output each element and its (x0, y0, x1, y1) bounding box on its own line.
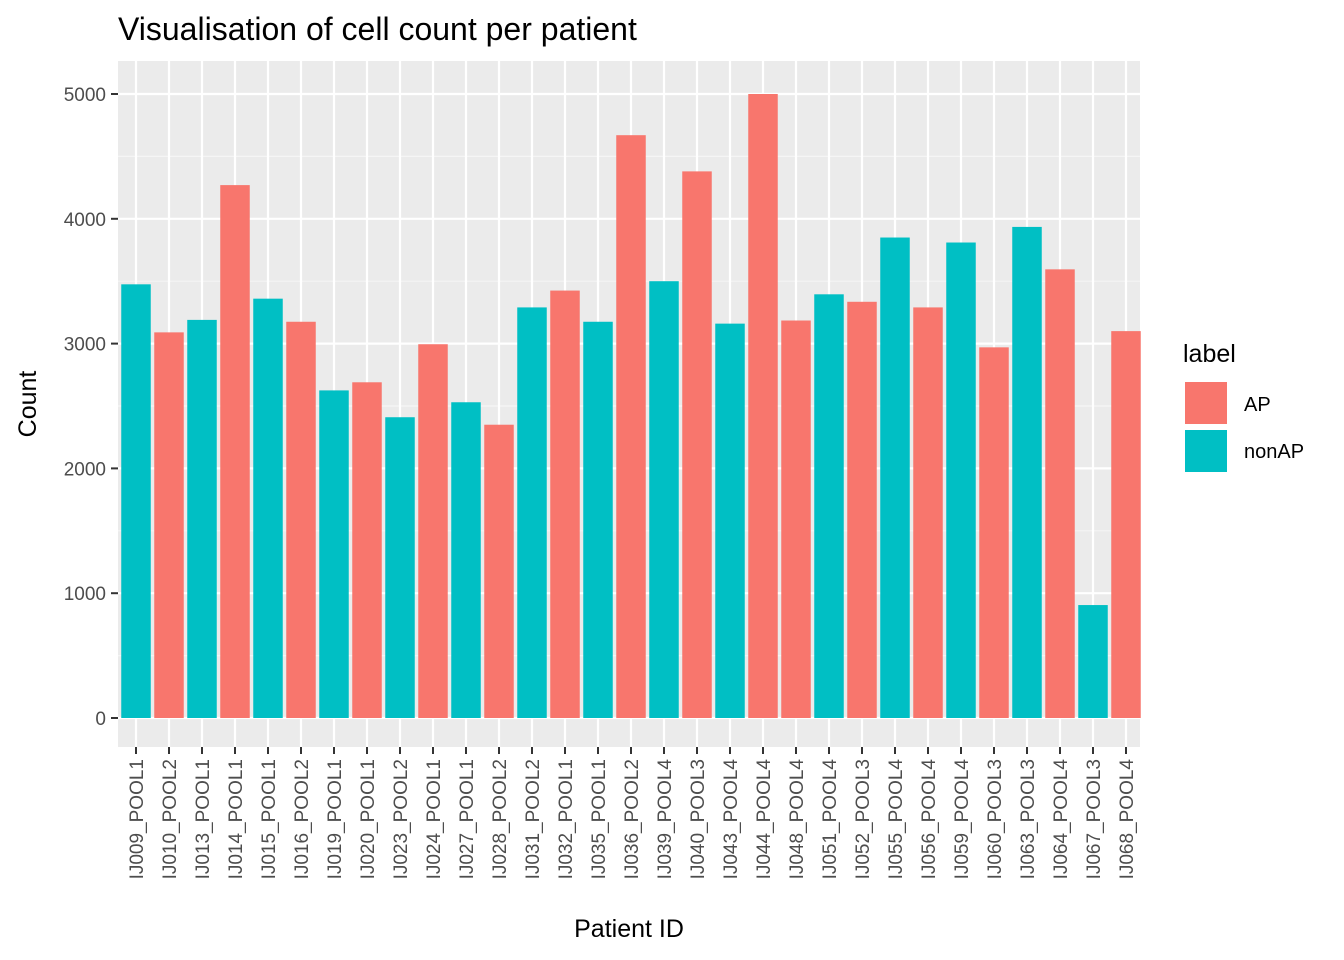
bar-ij027-pool1 (451, 402, 481, 718)
x-tick-label: IJ013_POOL1 (193, 759, 214, 879)
x-tick-label: IJ016_POOL2 (292, 759, 313, 879)
x-tick-label: IJ043_POOL4 (721, 759, 742, 880)
y-tick-label: 0 (95, 709, 106, 730)
x-tick-label: IJ068_POOL4 (1117, 759, 1138, 880)
x-tick-label: IJ023_POOL2 (391, 759, 412, 879)
legend-label-ap: AP (1244, 394, 1271, 416)
bar-ij060-pool3 (979, 347, 1009, 718)
legend: label AP nonAP (1183, 340, 1304, 472)
x-tick-label: IJ060_POOL3 (985, 759, 1006, 879)
bar-ij064-pool4 (1045, 269, 1075, 718)
bar-ij068-pool4 (1111, 331, 1141, 718)
x-tick-label: IJ040_POOL3 (688, 759, 709, 879)
y-tick-label: 2000 (64, 459, 106, 480)
x-tick-label: IJ059_POOL4 (952, 759, 973, 880)
x-tick-label: IJ015_POOL1 (259, 759, 280, 879)
bar-ij028-pool2 (484, 424, 514, 718)
y-tick-label: 1000 (64, 584, 106, 605)
x-tick-label: IJ048_POOL4 (787, 759, 808, 880)
bar-ij051-pool4 (814, 294, 844, 718)
bar-ij016-pool2 (286, 321, 316, 718)
bar-ij043-pool4 (715, 323, 745, 718)
x-tick-label: IJ020_POOL1 (358, 759, 379, 879)
bar-ij020-pool1 (352, 382, 382, 718)
bar-ij048-pool4 (781, 320, 811, 718)
x-tick-label: IJ035_POOL1 (589, 759, 610, 879)
bar-ij013-pool1 (187, 319, 217, 718)
chart-title: Visualisation of cell count per patient (118, 11, 637, 47)
bar-ij052-pool3 (847, 301, 877, 718)
bar-ij019-pool1 (319, 390, 349, 718)
x-tick-label: IJ027_POOL1 (457, 759, 478, 879)
legend-title: label (1183, 340, 1236, 368)
bar-ij024-pool1 (418, 344, 448, 718)
x-tick-label: IJ055_POOL4 (886, 759, 907, 880)
y-axis: 0 1000 2000 3000 4000 5000 (64, 85, 118, 730)
x-tick-label: IJ044_POOL4 (754, 759, 775, 880)
bar-ij035-pool1 (583, 321, 613, 718)
y-axis-title: Count (14, 371, 42, 438)
bar-ij031-pool2 (517, 307, 547, 718)
y-tick-label: 3000 (64, 335, 106, 356)
bar-ij039-pool4 (649, 281, 679, 718)
x-tick-label: IJ064_POOL4 (1051, 759, 1072, 880)
bar-ij009-pool1 (121, 284, 151, 718)
y-tick-label: 5000 (64, 85, 106, 106)
bar-ij044-pool4 (748, 94, 778, 718)
x-tick-label: IJ067_POOL3 (1084, 759, 1105, 879)
legend-key-ap (1185, 382, 1227, 424)
bar-ij040-pool3 (682, 171, 712, 719)
bar-ij055-pool4 (880, 237, 910, 718)
bar-ij056-pool4 (913, 307, 943, 718)
x-tick-label: IJ028_POOL2 (490, 759, 511, 879)
x-tick-label: IJ024_POOL1 (424, 759, 445, 879)
bar-ij036-pool2 (616, 135, 646, 718)
x-tick-label: IJ039_POOL4 (655, 759, 676, 880)
bar-ij014-pool1 (220, 185, 250, 718)
bar-ij032-pool1 (550, 290, 580, 718)
y-tick-label: 4000 (64, 210, 106, 231)
x-axis-title: Patient ID (574, 915, 684, 943)
x-tick-label: IJ052_POOL3 (853, 759, 874, 879)
x-tick-label: IJ063_POOL3 (1018, 759, 1039, 879)
bar-ij063-pool3 (1012, 226, 1042, 719)
x-tick-label: IJ051_POOL4 (820, 759, 841, 880)
x-tick-label: IJ031_POOL2 (523, 759, 544, 879)
x-tick-label: IJ019_POOL1 (325, 759, 346, 879)
legend-key-nonap (1185, 430, 1227, 472)
x-tick-label: IJ036_POOL2 (622, 759, 643, 879)
bar-ij023-pool2 (385, 417, 415, 718)
x-axis: IJ009_POOL1 IJ010_POOL2 IJ013_POOL1 IJ014_P… (127, 747, 1138, 879)
x-tick-label: IJ010_POOL2 (160, 759, 181, 879)
x-tick-label: IJ056_POOL4 (919, 759, 940, 880)
x-tick-label: IJ009_POOL1 (127, 759, 148, 879)
x-tick-label: IJ032_POOL1 (556, 759, 577, 879)
x-tick-label: IJ014_POOL1 (226, 759, 247, 879)
bars (121, 94, 1141, 719)
bar-ij015-pool1 (253, 298, 283, 718)
bar-ij067-pool3 (1078, 605, 1108, 718)
legend-label-nonap: nonAP (1244, 441, 1304, 463)
bar-ij010-pool2 (154, 332, 184, 718)
bar-ij059-pool4 (946, 242, 976, 718)
